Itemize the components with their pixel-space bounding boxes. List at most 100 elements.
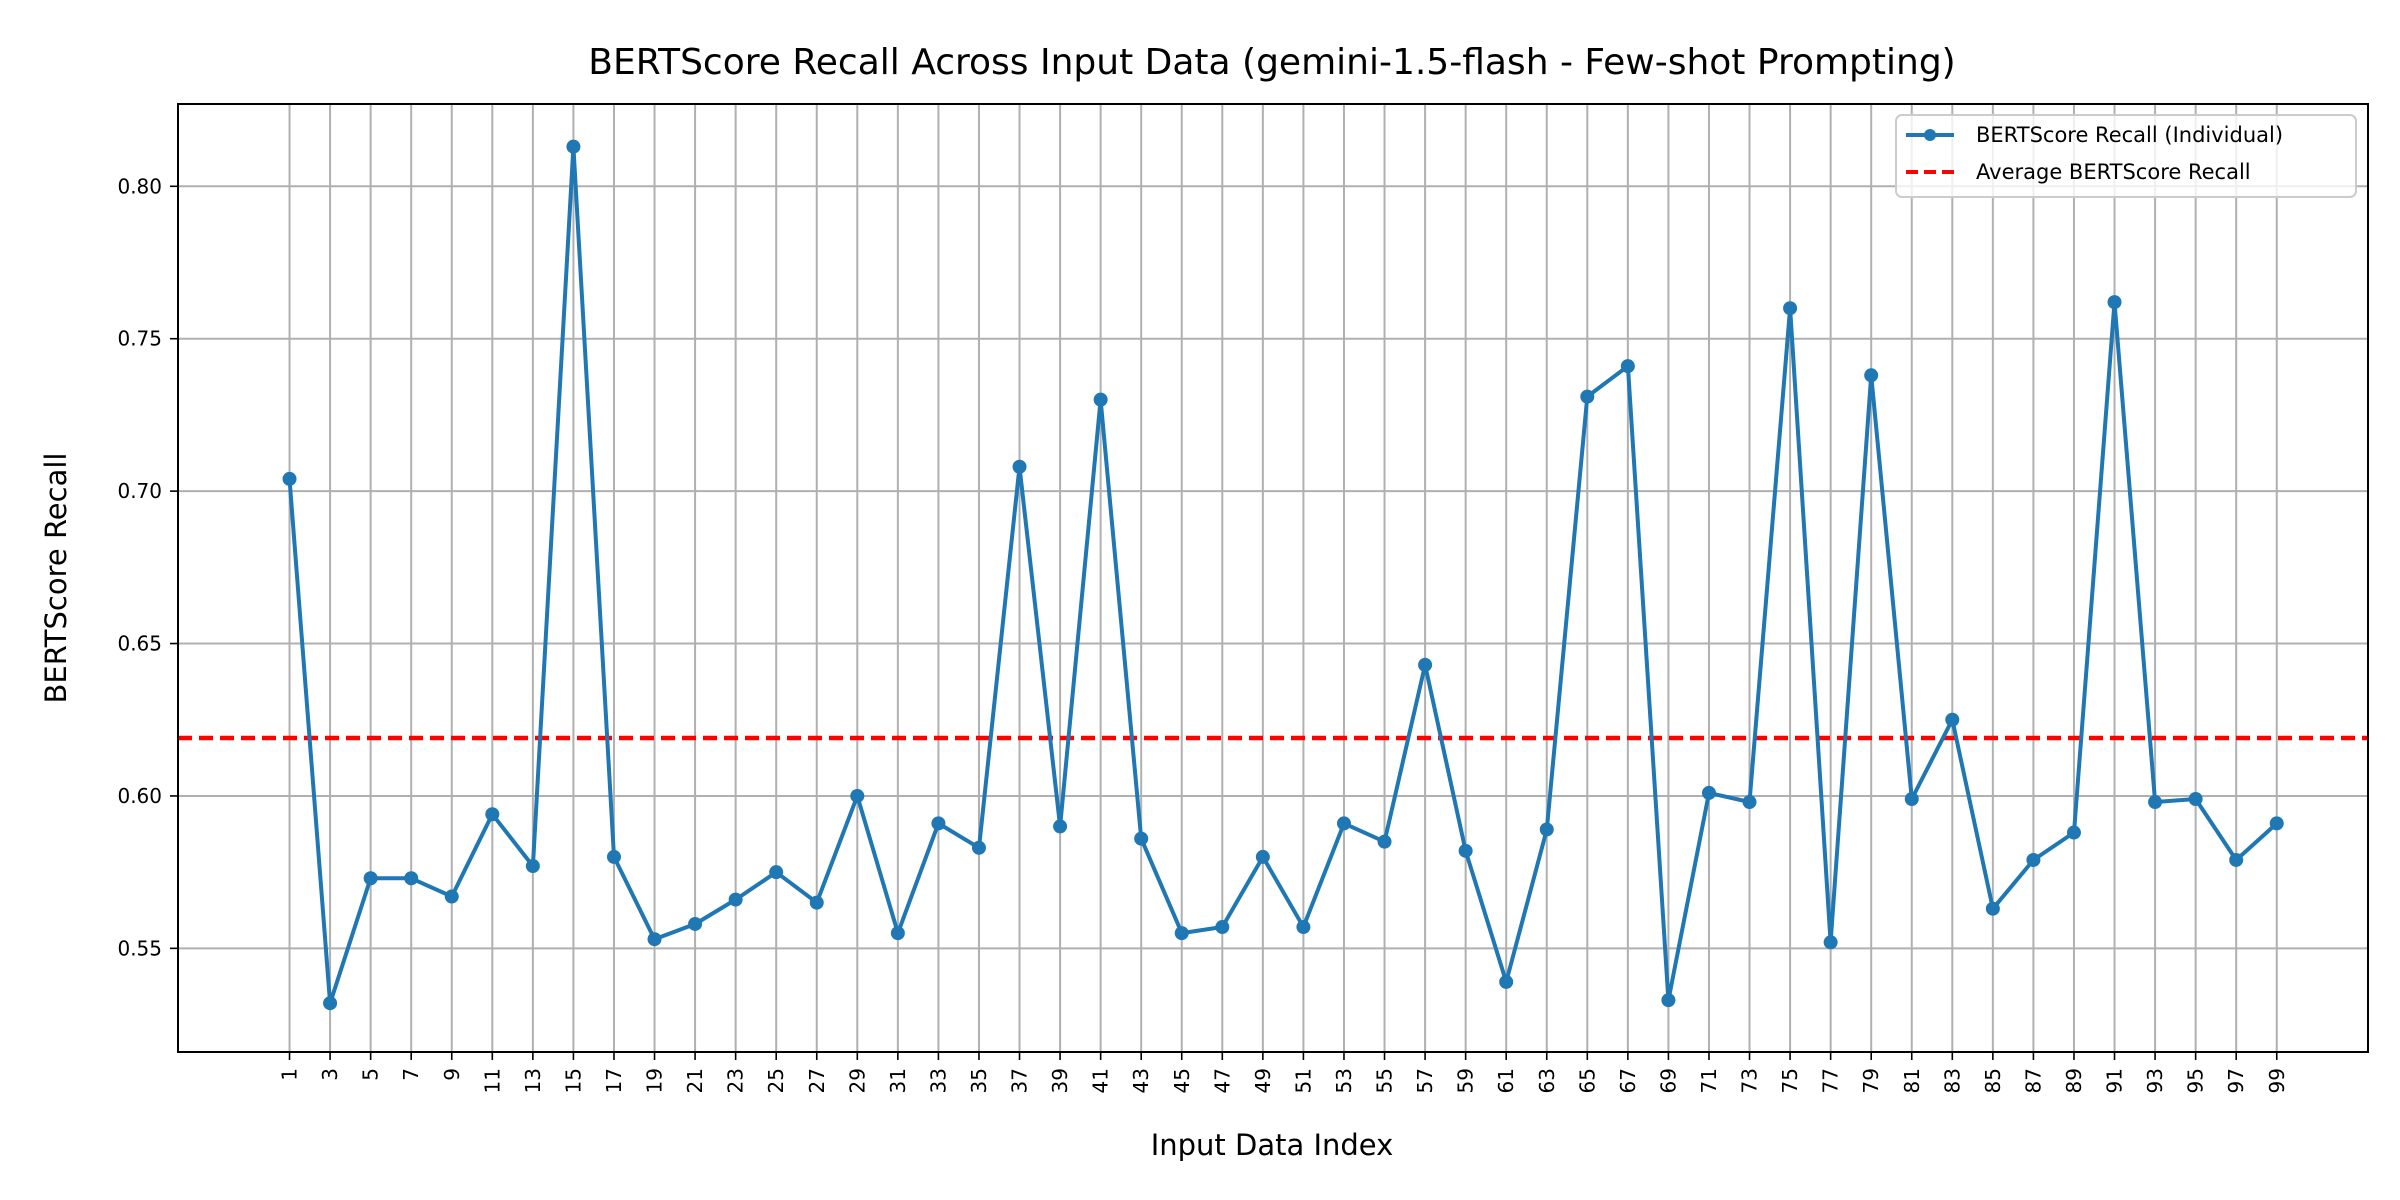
x-axis-ticks: 1 3 5 7 9 11 13 15 17 19 21 23 25 27 29 31 33 35 37 39 41 43 4…	[278, 1052, 2289, 1093]
y-axis-label: BERTScore Recall	[39, 453, 73, 704]
recall-data-point	[2026, 852, 2041, 867]
recall-data-point	[1539, 822, 1554, 837]
recall-data-point	[1053, 819, 1068, 834]
recall-data-point	[282, 471, 297, 486]
recall-data-point	[1174, 926, 1189, 941]
recall-data-point	[1296, 920, 1311, 935]
recall-data-point	[404, 871, 419, 886]
recall-data-point	[1336, 816, 1351, 831]
x-tick-label: 17	[602, 1068, 626, 1093]
recall-data-point	[1215, 920, 1230, 935]
recall-data-point	[444, 889, 459, 904]
grid	[178, 104, 2368, 1052]
x-tick-label: 65	[1575, 1068, 1599, 1093]
x-tick-label: 45	[1170, 1068, 1194, 1093]
x-tick-label: 9	[440, 1068, 464, 1081]
x-tick-label: 27	[805, 1068, 829, 1093]
y-tick-label: 0.55	[117, 936, 162, 960]
x-tick-label: 95	[2184, 1068, 2208, 1093]
recall-data-point	[1945, 712, 1960, 727]
x-tick-label: 41	[1089, 1068, 1113, 1093]
x-tick-label: 87	[2021, 1068, 2045, 1093]
recall-data-point	[931, 816, 946, 831]
x-tick-label: 1	[278, 1068, 302, 1081]
recall-data-point	[809, 895, 824, 910]
legend-label-average: Average BERTScore Recall	[1976, 160, 2251, 184]
x-tick-label: 93	[2143, 1068, 2167, 1093]
x-tick-label: 63	[1535, 1068, 1559, 1093]
x-tick-label: 7	[399, 1068, 423, 1081]
x-tick-label: 19	[643, 1068, 667, 1093]
recall-data-point	[2269, 816, 2284, 831]
x-tick-label: 85	[1981, 1068, 2005, 1093]
recall-data-point	[688, 916, 703, 931]
plot-frame	[177, 103, 2369, 1053]
x-tick-label: 37	[1008, 1068, 1032, 1093]
y-tick-label: 0.65	[117, 632, 162, 656]
x-tick-label: 25	[764, 1068, 788, 1093]
recall-data-point	[1012, 459, 1027, 474]
recall-data-point	[2188, 791, 2203, 806]
recall-data-point	[850, 788, 865, 803]
x-tick-label: 99	[2265, 1068, 2289, 1093]
recall-data-point	[363, 871, 378, 886]
recall-data-point	[566, 139, 581, 154]
x-tick-label: 71	[1697, 1068, 1721, 1093]
y-tick-label: 0.60	[117, 784, 162, 808]
recall-data-point	[1134, 831, 1149, 846]
recall-data-point	[647, 932, 662, 947]
x-tick-label: 43	[1129, 1068, 1153, 1093]
x-tick-label: 67	[1616, 1068, 1640, 1093]
y-tick-label: 0.80	[117, 174, 162, 198]
recall-data-point	[1377, 834, 1392, 849]
x-tick-label: 57	[1413, 1068, 1437, 1093]
x-tick-label: 97	[2224, 1068, 2248, 1093]
recall-data-point	[1904, 791, 1919, 806]
y-tick-label: 0.75	[117, 327, 162, 351]
recall-data-point	[1580, 389, 1595, 404]
chart-title: BERTScore Recall Across Input Data (gemi…	[588, 42, 1955, 83]
x-axis-label: Input Data Index	[1151, 1128, 1394, 1162]
x-tick-label: 53	[1332, 1068, 1356, 1093]
x-tick-label: 21	[683, 1068, 707, 1093]
x-tick-label: 75	[1778, 1068, 1802, 1093]
recall-data-point	[2107, 295, 2122, 310]
recall-data-point	[1783, 301, 1798, 316]
recall-data-point	[2066, 825, 2081, 840]
x-tick-label: 73	[1738, 1068, 1762, 1093]
recall-data-point	[606, 849, 621, 864]
recall-data-point	[1458, 843, 1473, 858]
x-tick-label: 23	[724, 1068, 748, 1093]
recall-data-point	[1418, 657, 1433, 672]
recall-data-point	[2148, 795, 2163, 810]
x-tick-label: 51	[1291, 1068, 1315, 1093]
x-tick-label: 5	[359, 1068, 383, 1081]
x-tick-label: 61	[1494, 1068, 1518, 1093]
x-tick-label: 39	[1048, 1068, 1072, 1093]
recall-data-point	[890, 926, 905, 941]
x-tick-label: 31	[886, 1068, 910, 1093]
x-tick-label: 91	[2103, 1068, 2127, 1093]
recall-series-line	[287, 144, 2279, 1006]
x-tick-label: 49	[1251, 1068, 1275, 1093]
recall-data-point	[485, 807, 500, 822]
y-tick-label: 0.70	[117, 479, 162, 503]
recall-data-point	[1661, 993, 1676, 1008]
x-tick-label: 81	[1900, 1068, 1924, 1093]
recall-data-point	[323, 996, 338, 1011]
recall-data-point	[1985, 901, 2000, 916]
recall-data-point	[2229, 852, 2244, 867]
x-tick-label: 15	[561, 1068, 585, 1093]
x-tick-label: 29	[845, 1068, 869, 1093]
x-tick-label: 11	[480, 1068, 504, 1093]
recall-data-point	[1499, 974, 1514, 989]
y-axis-ticks: 0.55 0.60 0.65 0.70 0.75 0.80	[117, 174, 178, 960]
x-tick-label: 69	[1656, 1068, 1680, 1093]
x-tick-label: 47	[1210, 1068, 1234, 1093]
x-tick-label: 59	[1454, 1068, 1478, 1093]
recall-data-point	[1864, 368, 1879, 383]
recall-data-point	[1742, 795, 1757, 810]
x-tick-label: 89	[2062, 1068, 2086, 1093]
recall-data-point	[525, 859, 540, 874]
